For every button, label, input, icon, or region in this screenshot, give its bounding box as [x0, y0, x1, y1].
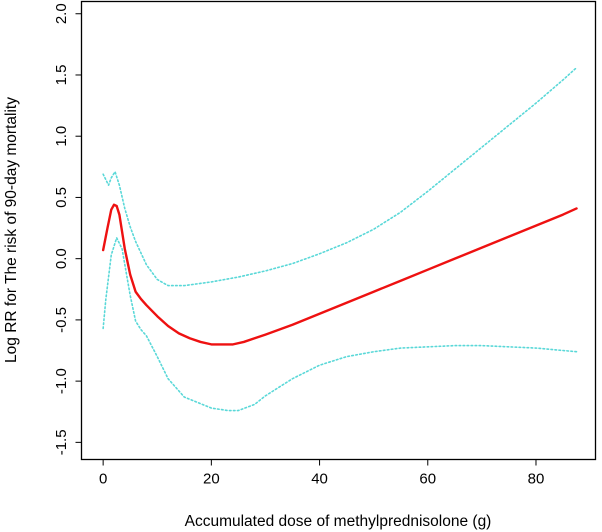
y-tick-label: -0.5 — [53, 307, 70, 333]
estimate-line — [101, 203, 578, 346]
y-tick-label: 2.0 — [53, 3, 70, 24]
x-axis: 0 20 40 60 80 — [99, 459, 545, 488]
x-tick-label: 0 — [99, 471, 107, 488]
x-tick-label: 20 — [203, 471, 220, 488]
x-axis-label: Accumulated dose of methylprednisolone (… — [185, 513, 492, 530]
y-tick-label: -1.0 — [53, 368, 70, 394]
y-tick-label: 0.5 — [53, 187, 70, 208]
upper-ci-line — [102, 66, 578, 287]
plot-frame — [80, 0, 597, 461]
y-tick-label: 0.0 — [53, 248, 70, 269]
y-tick-label: 1.0 — [53, 126, 70, 147]
y-axis-label: Log RR for The risk of 90-day mortality — [3, 97, 20, 363]
y-tick-label: -1.5 — [53, 429, 70, 455]
x-tick-label: 40 — [311, 471, 328, 488]
y-axis: -1.5 -1.0 -0.5 0.0 0.5 1.0 1.5 2.0 — [53, 3, 82, 455]
x-tick-label: 60 — [419, 471, 436, 488]
x-tick-label: 80 — [528, 471, 545, 488]
series-layer — [101, 66, 578, 412]
y-tick-label: 1.5 — [53, 65, 70, 86]
lower-ci-line — [102, 237, 578, 412]
